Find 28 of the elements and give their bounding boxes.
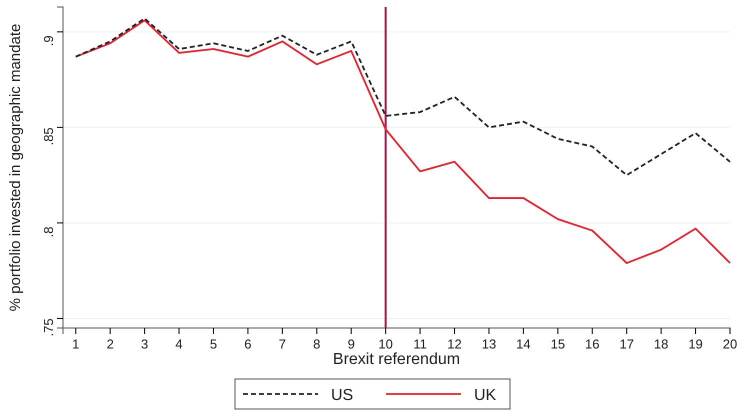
y-tick-label: .8	[41, 226, 56, 238]
x-tick-label: 6	[244, 336, 252, 352]
y-tick-label: .85	[41, 127, 56, 146]
x-tick-label: 18	[654, 336, 668, 352]
x-tick-label: 16	[585, 336, 600, 352]
x-axis-title: Brexit referendum	[332, 351, 460, 368]
x-tick-label: 7	[278, 336, 286, 352]
x-tick-label: 5	[210, 336, 218, 352]
x-tick-label: 13	[482, 336, 496, 352]
legend-label: UK	[474, 387, 497, 404]
x-tick-label: 14	[516, 336, 531, 352]
y-tick-label: .9	[41, 35, 56, 46]
x-tick-label: 3	[140, 336, 148, 352]
x-tick-label: 12	[447, 336, 462, 352]
x-tick-label: 8	[313, 336, 320, 352]
x-tick-label: 2	[106, 336, 114, 352]
legend-label: US	[331, 387, 354, 404]
x-tick-label: 19	[688, 336, 703, 352]
y-tick-label: .75	[41, 318, 56, 336]
x-tick-label: 9	[348, 336, 355, 352]
x-tick-label: 1	[72, 336, 80, 352]
x-tick-label: 4	[175, 336, 183, 352]
x-tick-label: 17	[619, 336, 634, 352]
x-tick-label: 15	[550, 336, 566, 352]
x-tick-label: 10	[378, 336, 393, 352]
x-tick-label: 11	[413, 336, 427, 352]
y-axis-title: % portfolio invested in geographic mandate	[7, 24, 24, 312]
x-tick-label: 20	[722, 336, 738, 352]
